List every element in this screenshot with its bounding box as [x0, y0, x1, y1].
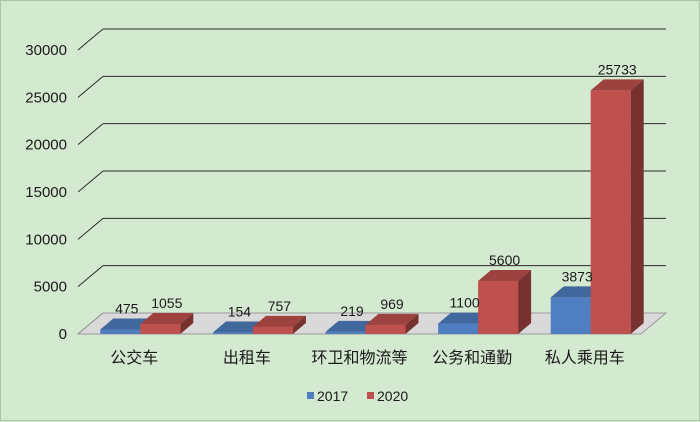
y-tick-label: 15000	[25, 184, 67, 201]
y-tick-label: 0	[59, 326, 67, 343]
data-label: 25733	[598, 61, 637, 77]
data-label: 757	[268, 298, 292, 314]
y-tick-label: 20000	[25, 137, 67, 154]
bar-2020	[365, 313, 419, 334]
gridline	[77, 75, 666, 98]
x-category-label: 公交车	[110, 349, 158, 367]
x-category-label: 私人乘用车	[545, 349, 625, 367]
legend-swatch	[367, 392, 374, 399]
gridline	[77, 28, 666, 51]
bar-2020	[140, 313, 194, 334]
y-tick-label: 30000	[25, 42, 67, 59]
data-label: 1055	[151, 295, 182, 311]
bar-2020	[478, 269, 532, 334]
data-labels: 475 1055 154 757 219 969 1100 5600 3873 25733	[115, 61, 637, 319]
y-tick-label: 25000	[25, 89, 67, 106]
gridline	[77, 265, 666, 288]
legend-item: 2020	[367, 388, 408, 404]
x-category-label: 公务和通勤	[432, 349, 512, 367]
legend-label: 2017	[317, 388, 348, 404]
data-label: 219	[340, 303, 364, 319]
y-tick-label: 5000	[34, 279, 67, 296]
gridline	[77, 123, 666, 146]
x-category-label: 环卫和物流等	[311, 349, 407, 367]
legend: 2017 2020	[307, 388, 408, 404]
bar-2020	[252, 315, 306, 334]
y-axis: 0 5000 10000 15000 20000 25000 30000	[25, 42, 67, 343]
x-category-label: 出租车	[223, 349, 271, 367]
data-label: 5600	[489, 252, 520, 268]
data-label: 1100	[450, 295, 480, 311]
legend-item: 2017	[307, 388, 348, 404]
gridline	[77, 217, 666, 240]
x-axis: 公交车 出租车 环卫和物流等 公务和通勤 私人乘用车	[110, 349, 624, 367]
data-label: 3873	[562, 268, 593, 284]
y-tick-label: 10000	[25, 231, 67, 248]
data-label: 154	[228, 304, 252, 320]
bar-2020	[590, 79, 644, 335]
bars	[100, 79, 644, 335]
gridline	[77, 170, 666, 193]
legend-label: 2020	[377, 388, 408, 404]
data-label: 475	[115, 301, 139, 317]
data-label: 969	[380, 296, 404, 312]
legend-swatch	[307, 392, 314, 399]
